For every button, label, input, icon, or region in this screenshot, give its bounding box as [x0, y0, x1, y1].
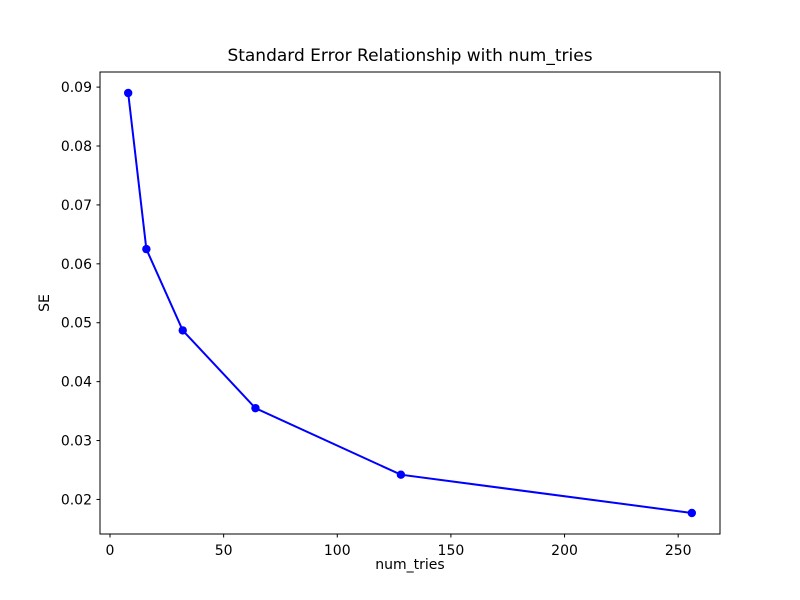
- chart-title: Standard Error Relationship with num_tri…: [227, 46, 592, 66]
- x-tick-label: 0: [106, 543, 115, 559]
- y-tick-label: 0.05: [61, 316, 92, 332]
- plot-area: [99, 71, 721, 535]
- x-axis-label: num_tries: [375, 557, 444, 573]
- x-axis-ticks: 0 50 100 150 200 250: [106, 534, 692, 559]
- y-tick-label: 0.06: [61, 257, 92, 273]
- data-point: [142, 244, 151, 254]
- data-point: [687, 508, 697, 518]
- y-tick-label: 0.09: [61, 80, 92, 96]
- series-line: [127, 92, 692, 514]
- y-tick-label: 0.04: [61, 375, 92, 391]
- data-point: [178, 326, 187, 335]
- data-point: [123, 88, 133, 98]
- y-tick-label: 0.03: [61, 434, 92, 450]
- y-tick-label: 0.08: [61, 139, 92, 155]
- data-point: [251, 403, 260, 413]
- series-markers: [123, 88, 697, 518]
- y-tick-label: 0.02: [61, 492, 92, 508]
- x-tick-label: 150: [438, 543, 465, 559]
- x-tick-label: 100: [324, 543, 351, 559]
- x-tick-label: 250: [665, 543, 692, 559]
- y-axis-label: SE: [37, 294, 53, 312]
- y-tick-label: 0.07: [61, 198, 92, 214]
- x-tick-label: 200: [551, 543, 578, 559]
- x-tick-label: 50: [215, 543, 233, 559]
- data-point: [396, 470, 406, 479]
- y-axis-ticks: 0.02 0.03 0.04 0.05 0.06 0.07 0.08 0.09: [61, 80, 100, 508]
